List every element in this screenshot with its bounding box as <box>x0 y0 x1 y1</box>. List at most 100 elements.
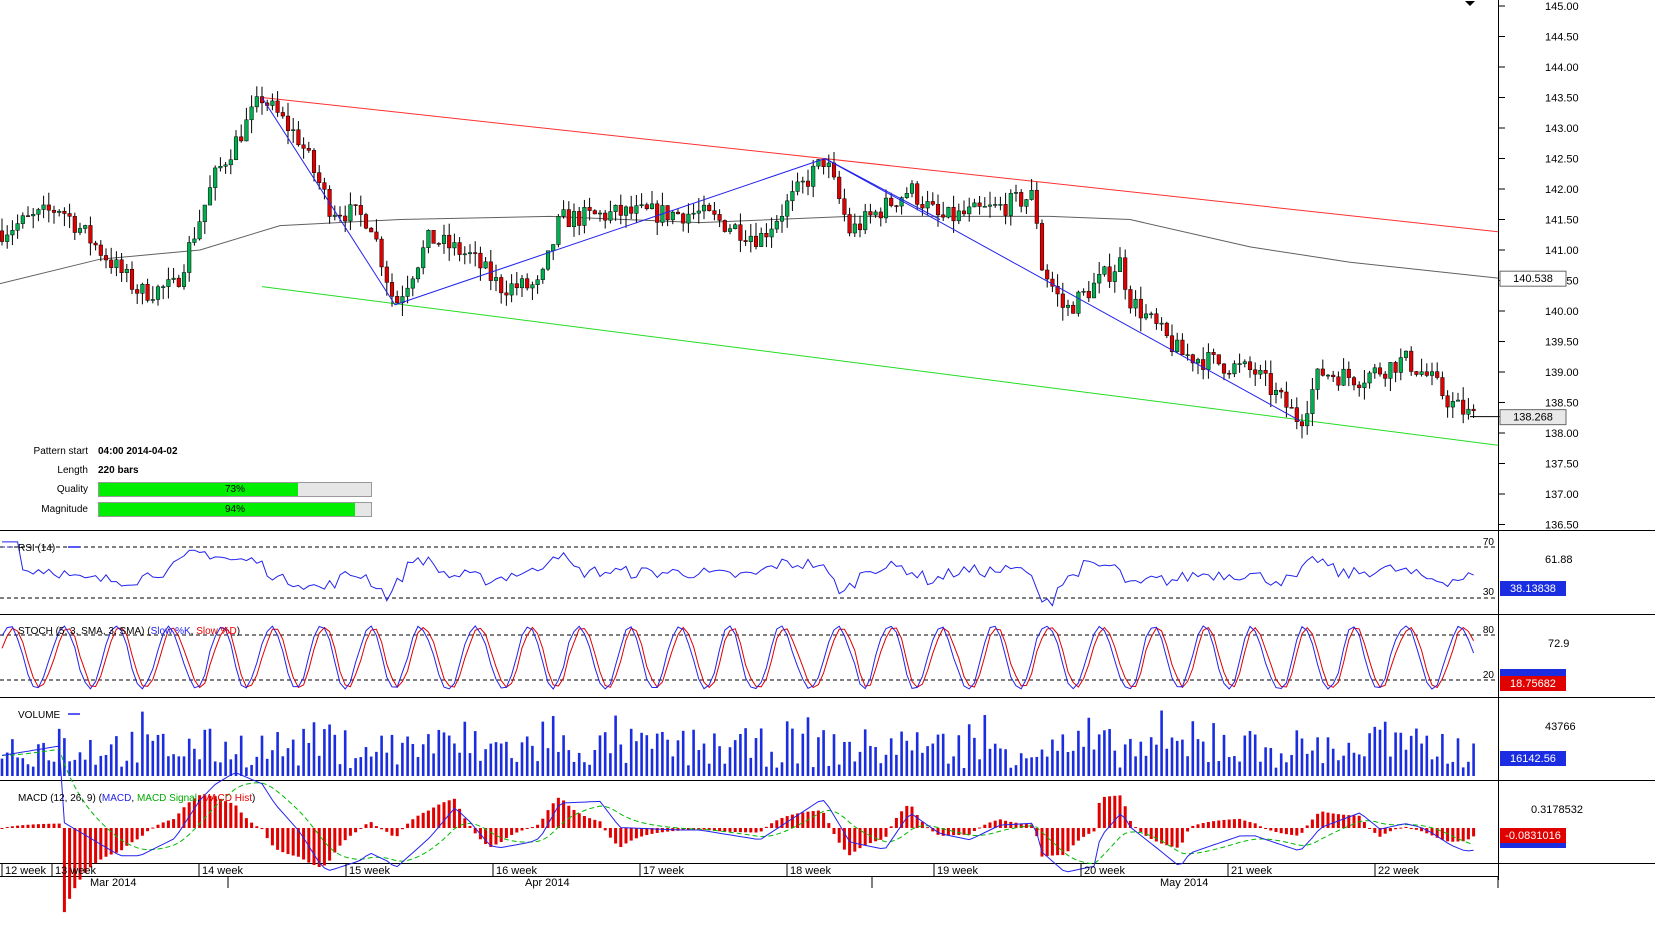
candle-body <box>795 181 800 192</box>
pattern-zigzag-line <box>824 158 941 220</box>
candle-body <box>1455 399 1461 402</box>
candle-body <box>1284 391 1289 408</box>
macd-hist-bar <box>369 822 373 828</box>
macd-hist-bar <box>884 828 888 837</box>
candle-body <box>322 182 327 190</box>
candle-body <box>1357 384 1362 388</box>
macd-hist-bar <box>395 828 399 837</box>
candle-body <box>1216 354 1221 365</box>
macd-hist-bar <box>1321 811 1325 828</box>
macd-hist-bar <box>832 828 836 834</box>
candle-body <box>722 220 727 232</box>
candle-body <box>379 238 384 268</box>
price-axis-label: 139.50 <box>1545 337 1579 349</box>
candle-body <box>1351 377 1357 386</box>
stoch-level-80: 80 <box>1483 625 1495 636</box>
stoch-slow-k-line <box>1 625 1475 690</box>
macd-hist-bar <box>1362 821 1366 828</box>
macd-hist-bar <box>489 828 493 847</box>
candle-body <box>675 211 681 215</box>
macd-hist-bar <box>1378 828 1382 837</box>
candle-body <box>1175 339 1180 352</box>
candle-body <box>176 277 181 287</box>
candle-body <box>155 286 161 300</box>
macd-hist-bar <box>608 828 612 838</box>
week-label: 14 week <box>202 865 243 877</box>
macd-hist-bar <box>1139 828 1143 832</box>
candle-body <box>857 223 863 231</box>
macd-hist-bar <box>192 798 196 828</box>
macd-hist-bar <box>62 828 66 913</box>
candle-body <box>72 216 77 233</box>
macd-hist-bar <box>650 828 654 834</box>
macd-hist-bar <box>801 812 805 828</box>
candle-body <box>343 215 348 222</box>
price-axis-label: 137.50 <box>1545 459 1579 471</box>
week-label: 22 week <box>1378 865 1419 877</box>
candle-body <box>894 205 899 207</box>
macd-hist-bar <box>1076 828 1080 841</box>
scroll-marker-icon[interactable] <box>1465 1 1475 6</box>
candle-body <box>15 223 20 231</box>
macd-hist-bar <box>577 813 581 828</box>
pattern-zigzag-line <box>394 158 826 306</box>
candle-body <box>987 204 993 207</box>
price-axis-label: 137.00 <box>1545 489 1579 501</box>
candle-body <box>509 283 514 296</box>
macd-hist-bar <box>770 823 774 828</box>
macd-hist-bar <box>1019 823 1023 828</box>
macd-hist-bar <box>161 822 165 828</box>
candle-body <box>785 200 790 217</box>
macd-hist-bar <box>863 828 867 846</box>
macd-hist-bar <box>1212 821 1216 828</box>
candle-body <box>561 209 566 217</box>
length-value: 220 bars <box>98 465 139 476</box>
macd-hist-bar <box>359 828 363 830</box>
candle-body <box>441 234 447 244</box>
candle-body <box>462 253 467 256</box>
stoch-value-label: 18.75682 <box>1510 678 1556 690</box>
candle-body <box>254 96 259 108</box>
macd-hist-bar <box>1154 828 1158 842</box>
macd-hist-bar <box>946 828 950 836</box>
magnitude-bar: 94% <box>98 502 372 517</box>
candle-body <box>10 230 15 236</box>
macd-hist-bar <box>915 815 919 828</box>
candle-body <box>457 242 462 255</box>
quality-bar-fill <box>99 483 298 496</box>
macd-hist-bar <box>130 828 134 843</box>
macd-hist-bar <box>598 821 602 828</box>
candle-body <box>1242 361 1247 364</box>
candle-body <box>883 197 889 219</box>
candle-body <box>98 244 103 256</box>
candle-body <box>868 211 873 216</box>
candle-body <box>769 228 774 238</box>
candle-body <box>384 266 389 283</box>
candle-body <box>967 206 972 215</box>
candle-body <box>1393 362 1398 373</box>
candle-body <box>1403 350 1409 358</box>
candle-body <box>1440 377 1445 396</box>
price-axis-label: 139.00 <box>1545 367 1579 379</box>
candle-body <box>25 215 31 217</box>
macd-hist-bar <box>281 828 285 853</box>
candle-body <box>473 252 478 254</box>
macd-hist-bar <box>1461 828 1465 842</box>
candle-body <box>707 204 712 211</box>
macd-hist-bar <box>712 828 716 831</box>
price-axis-label: 141.00 <box>1545 245 1579 257</box>
candle-body <box>405 287 410 297</box>
candle-body <box>681 213 686 224</box>
macd-hist-bar <box>764 826 768 828</box>
macd-hist-bar <box>515 828 519 833</box>
macd-hist-bar <box>499 828 503 842</box>
macd-hist-bar <box>151 827 155 829</box>
macd-hist-bar <box>1290 828 1294 835</box>
candle-body <box>1060 293 1065 308</box>
candle-body <box>629 206 634 214</box>
macd-hist-bar <box>759 828 763 832</box>
rsi-value-label: 38.13838 <box>1510 583 1556 595</box>
price-axis-label: 143.00 <box>1545 123 1579 135</box>
macd-hist-bar <box>1180 828 1184 843</box>
